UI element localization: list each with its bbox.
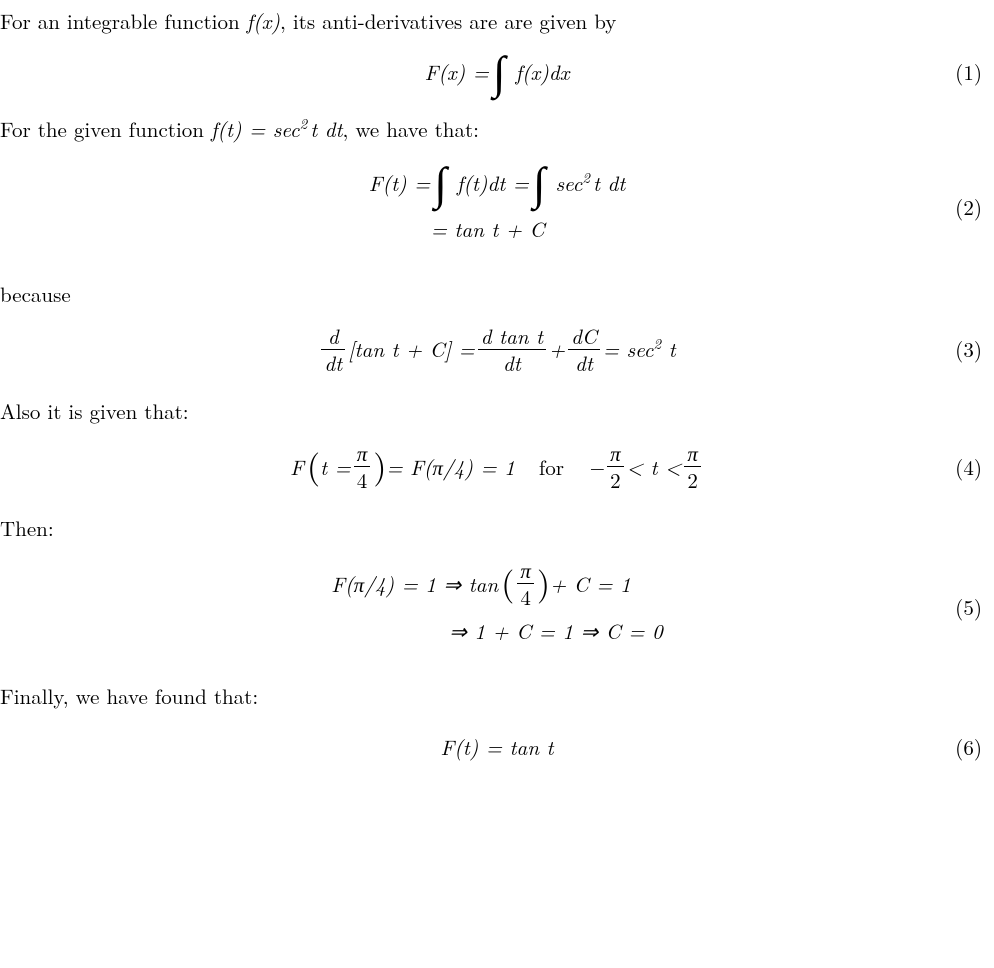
- eq4-pi4-den: 4: [354, 469, 371, 491]
- equation-5-stack: F(π/4) = 1 ⇒ tan ( π 4 ) + C = 1 ⇒ 1 + C…: [331, 559, 662, 654]
- equation-1: F(x) = ∫ f(x)dx (1): [0, 52, 994, 92]
- integral-icon: ∫: [533, 163, 546, 200]
- equation-number-1: (1): [955, 59, 982, 85]
- eq4-pi4-num: π: [354, 442, 371, 464]
- paragraph-2: For the given function f(t) = sec2t dt, …: [0, 116, 994, 142]
- eq4-pi2b-num: π: [684, 442, 701, 464]
- eq3-dC-den: dt: [572, 352, 596, 374]
- p2-text-b: , we have that:: [342, 114, 478, 144]
- eq3-dC-num: dC: [568, 325, 600, 347]
- eq1-integrand: f(x)dx: [516, 59, 570, 85]
- equation-4-body: F ( t = π 4 ) = F(π/4) = 1 for − π 2 < t…: [0, 442, 994, 491]
- eq5-pi4: π 4: [517, 559, 534, 608]
- eq3-ddt-den: dt: [321, 352, 345, 374]
- p4-text: Also it is given that:: [0, 396, 189, 426]
- paragraph-6: Finally, we have found that:: [0, 683, 994, 709]
- eq3-dtant: d tan t dt: [478, 325, 546, 374]
- equation-number-6: (6): [955, 734, 982, 760]
- eq4-pi2a-den: 2: [607, 469, 624, 491]
- left-paren-icon: (: [501, 570, 514, 594]
- eq4-minus: −: [588, 454, 604, 480]
- eq4-mid: = F(π/4) = 1: [386, 454, 514, 480]
- paragraph-1: For an integrable function f(x), its ant…: [0, 8, 994, 34]
- eq2-int2: sec2t dt: [555, 170, 625, 196]
- eq5-l1a: F(π/4) = 1 ⇒ tan: [331, 571, 498, 597]
- equation-5: F(π/4) = 1 ⇒ tan ( π 4 ) + C = 1 ⇒ 1 + C…: [0, 559, 994, 654]
- equation-5-body: F(π/4) = 1 ⇒ tan ( π 4 ) + C = 1 ⇒ 1 + C…: [0, 559, 994, 654]
- equation-2: F(t) = ∫ f(t)dt = ∫ sec2t dt = tan t + C…: [0, 161, 994, 253]
- integral-icon: ∫: [434, 163, 447, 200]
- equation-number-3: (3): [955, 336, 982, 362]
- eq4-teq: t =: [320, 454, 351, 480]
- equation-5-line2: ⇒ 1 + C = 1 ⇒ C = 0: [331, 609, 662, 655]
- p1-text-b: , its anti-derivatives are are given by: [280, 6, 616, 36]
- equation-2-stack: F(t) = ∫ f(t)dt = ∫ sec2t dt = tan t + C: [369, 161, 625, 253]
- eq4-pi2a: π 2: [607, 442, 624, 491]
- eq3-dC: dC dt: [568, 325, 600, 374]
- inline-math-ft: f(t) = sec2t dt: [211, 114, 343, 144]
- paragraph-4: Also it is given that:: [0, 398, 994, 424]
- p1-text-a: For an integrable function: [0, 6, 247, 36]
- equation-2-line2: = tan t + C: [369, 207, 545, 253]
- eq3-plus: +: [549, 336, 565, 362]
- equation-2-line1: F(t) = ∫ f(t)dt = ∫ sec2t dt: [369, 161, 625, 207]
- eq3-dtant-den: dt: [500, 352, 524, 374]
- eq3-ddt: d dt: [321, 325, 345, 374]
- equation-3-body: d dt [tan t + C] = d tan t dt + dC dt = …: [0, 325, 994, 374]
- eq1-lhs: F(x) =: [425, 59, 489, 85]
- equation-6-body: F(t) = tan t: [0, 734, 994, 760]
- paragraph-3: because: [0, 281, 994, 307]
- eq5-pi4-den: 4: [517, 586, 534, 608]
- equation-6: F(t) = tan t (6): [0, 727, 994, 767]
- p2-text-a: For the given function: [0, 114, 211, 144]
- eq3-ddt-num: d: [325, 325, 342, 347]
- eq5-l2: ⇒ 1 + C = 1 ⇒ C = 0: [449, 618, 662, 644]
- inline-math-fx: f(x): [247, 6, 280, 36]
- p5-text: Then:: [0, 513, 54, 543]
- eq5-pi4-num: π: [517, 559, 534, 581]
- equation-4: F ( t = π 4 ) = F(π/4) = 1 for − π 2 < t…: [0, 442, 994, 491]
- eq2-lhs: F(t) =: [369, 170, 431, 196]
- eq4-pi2b-den: 2: [684, 469, 701, 491]
- equation-3: d dt [tan t + C] = d tan t dt + dC dt = …: [0, 325, 994, 374]
- equation-number-4: (4): [955, 454, 982, 480]
- eq4-pi2a-num: π: [607, 442, 624, 464]
- equation-5-line1: F(π/4) = 1 ⇒ tan ( π 4 ) + C = 1: [331, 559, 630, 608]
- equation-number-5: (5): [955, 594, 982, 620]
- eq2-result: = tan t + C: [431, 216, 545, 242]
- eq4-pi2b: π 2: [684, 442, 701, 491]
- eq6: F(t) = tan t: [440, 734, 553, 760]
- p3-text: because: [0, 279, 71, 309]
- integral-icon: ∫: [493, 52, 506, 89]
- paragraph-5: Then:: [0, 515, 994, 541]
- eq4-F: F: [290, 454, 304, 480]
- eq2-int1: f(t)dt =: [457, 170, 529, 196]
- eq3-rhs: = sec2 t: [603, 336, 676, 362]
- equation-1-body: F(x) = ∫ f(x)dx: [0, 54, 994, 91]
- left-paren-icon: (: [307, 453, 320, 477]
- eq3-bracket: [tan t + C] =: [348, 336, 475, 362]
- right-paren-icon: ): [537, 570, 550, 594]
- p6-text: Finally, we have found that:: [0, 681, 258, 711]
- equation-2-body: F(t) = ∫ f(t)dt = ∫ sec2t dt = tan t + C: [0, 161, 994, 253]
- eq4-pi4: π 4: [354, 442, 371, 491]
- equation-number-2: (2): [955, 193, 982, 219]
- eq5-l1b: + C = 1: [550, 571, 631, 597]
- eq4-for: for: [539, 454, 564, 480]
- eq4-lt: < t <: [627, 454, 682, 480]
- right-paren-icon: ): [373, 453, 386, 477]
- eq3-dtant-num: d tan t: [478, 325, 546, 347]
